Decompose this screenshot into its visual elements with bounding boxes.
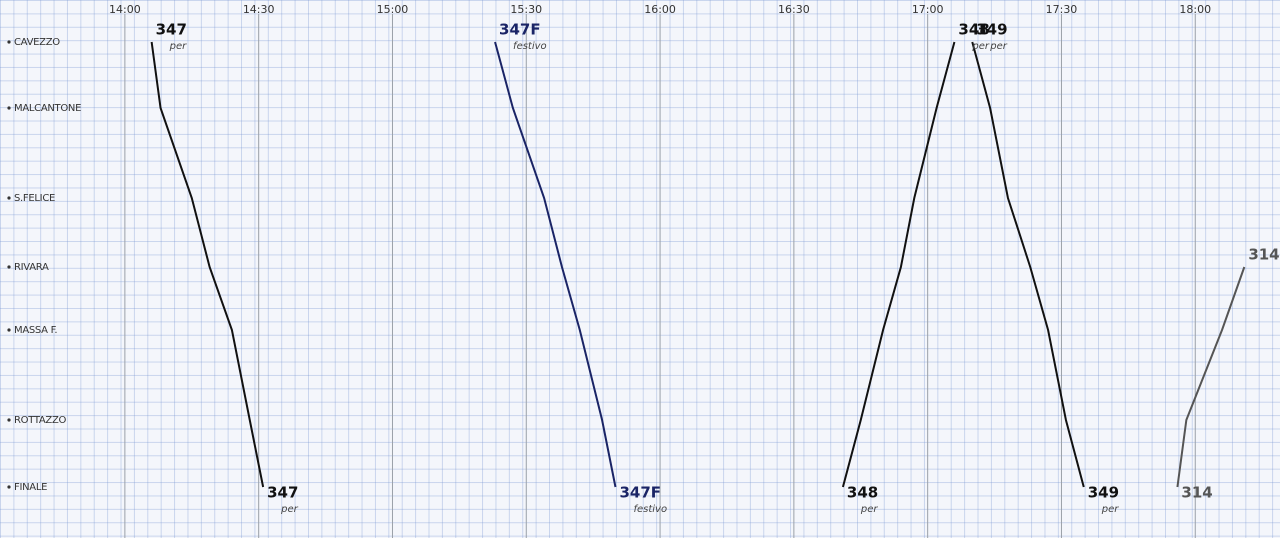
- train-note: festivo: [513, 41, 547, 52]
- train-path: [494, 41, 617, 488]
- train-path: [841, 41, 956, 488]
- train-note: per: [989, 41, 1008, 52]
- station-label: RIVARA: [14, 262, 49, 273]
- station-dot: [7, 196, 11, 200]
- train-note: per: [1101, 504, 1120, 515]
- station-dot: [7, 265, 11, 269]
- station-dot: [7, 106, 11, 110]
- train-note: per: [280, 504, 299, 515]
- train-number: 347: [267, 484, 298, 502]
- station-label: ROTTAZZO: [14, 415, 67, 426]
- train-note: per: [169, 41, 188, 52]
- train-number: 347F: [499, 21, 541, 39]
- train-path: [971, 41, 1085, 488]
- station-label: MASSA F.: [14, 325, 57, 336]
- x-tick-label: 17:30: [1046, 3, 1078, 16]
- train-number: 347F: [619, 484, 661, 502]
- train-number: 314: [1248, 246, 1279, 264]
- station-label: S.FELICE: [14, 193, 55, 204]
- station-dot: [7, 40, 11, 44]
- train-number: 314: [1181, 484, 1212, 502]
- station-dot: [7, 418, 11, 422]
- x-tick-label: 16:00: [644, 3, 676, 16]
- x-tick-label: 15:30: [510, 3, 542, 16]
- train-number: 348: [958, 21, 989, 39]
- train-note: per: [860, 504, 879, 515]
- train-number: 349: [1088, 484, 1119, 502]
- train-number: 348: [847, 484, 878, 502]
- station-label: FINALE: [14, 482, 47, 493]
- x-tick-label: 15:00: [377, 3, 409, 16]
- x-tick-label: 16:30: [778, 3, 810, 16]
- station-dot: [7, 328, 11, 332]
- x-tick-label: 18:00: [1179, 3, 1211, 16]
- train-note: festivo: [633, 504, 667, 515]
- station-label: CAVEZZO: [14, 37, 60, 48]
- train-number: 349: [976, 21, 1007, 39]
- x-tick-label: 14:30: [243, 3, 275, 16]
- x-tick-label: 17:00: [912, 3, 944, 16]
- station-dot: [7, 485, 11, 489]
- train-path: [150, 41, 265, 488]
- train-path: [1176, 266, 1246, 488]
- train-note: per: [971, 41, 990, 52]
- train-number: 347: [156, 21, 187, 39]
- x-tick-label: 14:00: [109, 3, 141, 16]
- station-label: MALCANTONE: [14, 103, 81, 114]
